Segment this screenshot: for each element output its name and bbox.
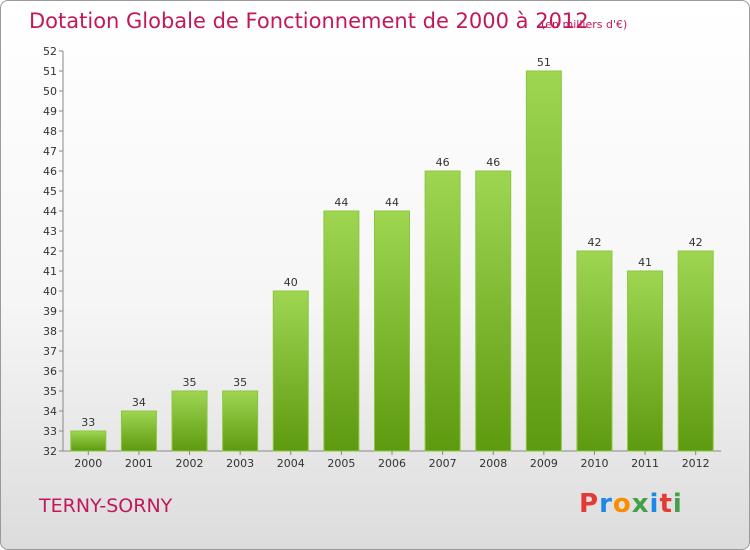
- logo-letter: x: [631, 489, 650, 519]
- y-tick-label: 52: [43, 45, 57, 58]
- logo-letter: P: [579, 489, 600, 519]
- bar: [525, 70, 562, 452]
- data-label: 33: [81, 416, 95, 429]
- x-tick-label: 2000: [74, 457, 102, 470]
- y-tick-label: 36: [43, 365, 57, 378]
- y-tick-label: 51: [43, 65, 57, 78]
- bar: [272, 290, 309, 452]
- commune-name: TERNY-SORNY: [39, 495, 173, 517]
- bar: [424, 170, 461, 452]
- x-tick-label: 2011: [631, 457, 659, 470]
- data-label: 40: [284, 276, 298, 289]
- x-tick-label: 2009: [530, 457, 558, 470]
- bar: [171, 390, 208, 452]
- y-tick-label: 41: [43, 265, 57, 278]
- data-label: 35: [233, 376, 247, 389]
- logo-letter: i: [672, 489, 683, 519]
- data-label: 46: [486, 156, 500, 169]
- y-tick-label: 46: [43, 165, 57, 178]
- x-tick-label: 2004: [277, 457, 305, 470]
- bar: [323, 210, 360, 452]
- data-label: 44: [385, 196, 399, 209]
- y-tick-label: 39: [43, 305, 57, 318]
- y-tick-label: 48: [43, 125, 57, 138]
- chart-subtitle: (en milliers d'€): [541, 18, 628, 31]
- logo-letter: o: [612, 489, 632, 519]
- data-label: 35: [183, 376, 197, 389]
- bar: [222, 390, 259, 452]
- y-tick-label: 44: [43, 205, 57, 218]
- bar: [70, 430, 107, 452]
- y-tick-label: 49: [43, 105, 57, 118]
- x-tick-label: 2002: [176, 457, 204, 470]
- data-label: 44: [334, 196, 348, 209]
- data-label: 34: [132, 396, 146, 409]
- y-tick-label: 38: [43, 325, 57, 338]
- data-label: 41: [638, 256, 652, 269]
- bar: [374, 210, 410, 452]
- data-label: 42: [689, 236, 703, 249]
- y-tick-label: 42: [43, 245, 57, 258]
- logo-letter: i: [649, 489, 660, 519]
- y-tick-label: 32: [43, 445, 57, 458]
- y-tick-label: 43: [43, 225, 57, 238]
- y-tick-label: 40: [43, 285, 57, 298]
- y-tick-label: 35: [43, 385, 57, 398]
- x-tick-label: 2005: [327, 457, 355, 470]
- x-tick-label: 2012: [682, 457, 710, 470]
- bar: [576, 250, 613, 452]
- y-tick-label: 47: [43, 145, 57, 158]
- chart-title: Dotation Globale de Fonctionnement de 20…: [29, 9, 589, 33]
- x-tick-label: 2003: [226, 457, 254, 470]
- x-tick-label: 2001: [125, 457, 153, 470]
- y-tick-label: 50: [43, 85, 57, 98]
- bar: [120, 410, 157, 452]
- data-label: 46: [436, 156, 450, 169]
- x-tick-label: 2010: [580, 457, 608, 470]
- bar: [627, 270, 664, 452]
- y-tick-label: 34: [43, 405, 57, 418]
- x-tick-label: 2006: [378, 457, 406, 470]
- bar: [475, 170, 512, 452]
- bar: [677, 250, 714, 452]
- data-label: 42: [587, 236, 601, 249]
- y-tick-label: 33: [43, 425, 57, 438]
- logo-letter: r: [599, 489, 613, 519]
- proxiti-logo: Proxiti: [579, 489, 683, 519]
- logo-letter: t: [659, 489, 673, 519]
- x-tick-label: 2007: [429, 457, 457, 470]
- y-tick-label: 45: [43, 185, 57, 198]
- data-label: 51: [537, 56, 551, 69]
- x-tick-label: 2008: [479, 457, 507, 470]
- y-tick-label: 37: [43, 345, 57, 358]
